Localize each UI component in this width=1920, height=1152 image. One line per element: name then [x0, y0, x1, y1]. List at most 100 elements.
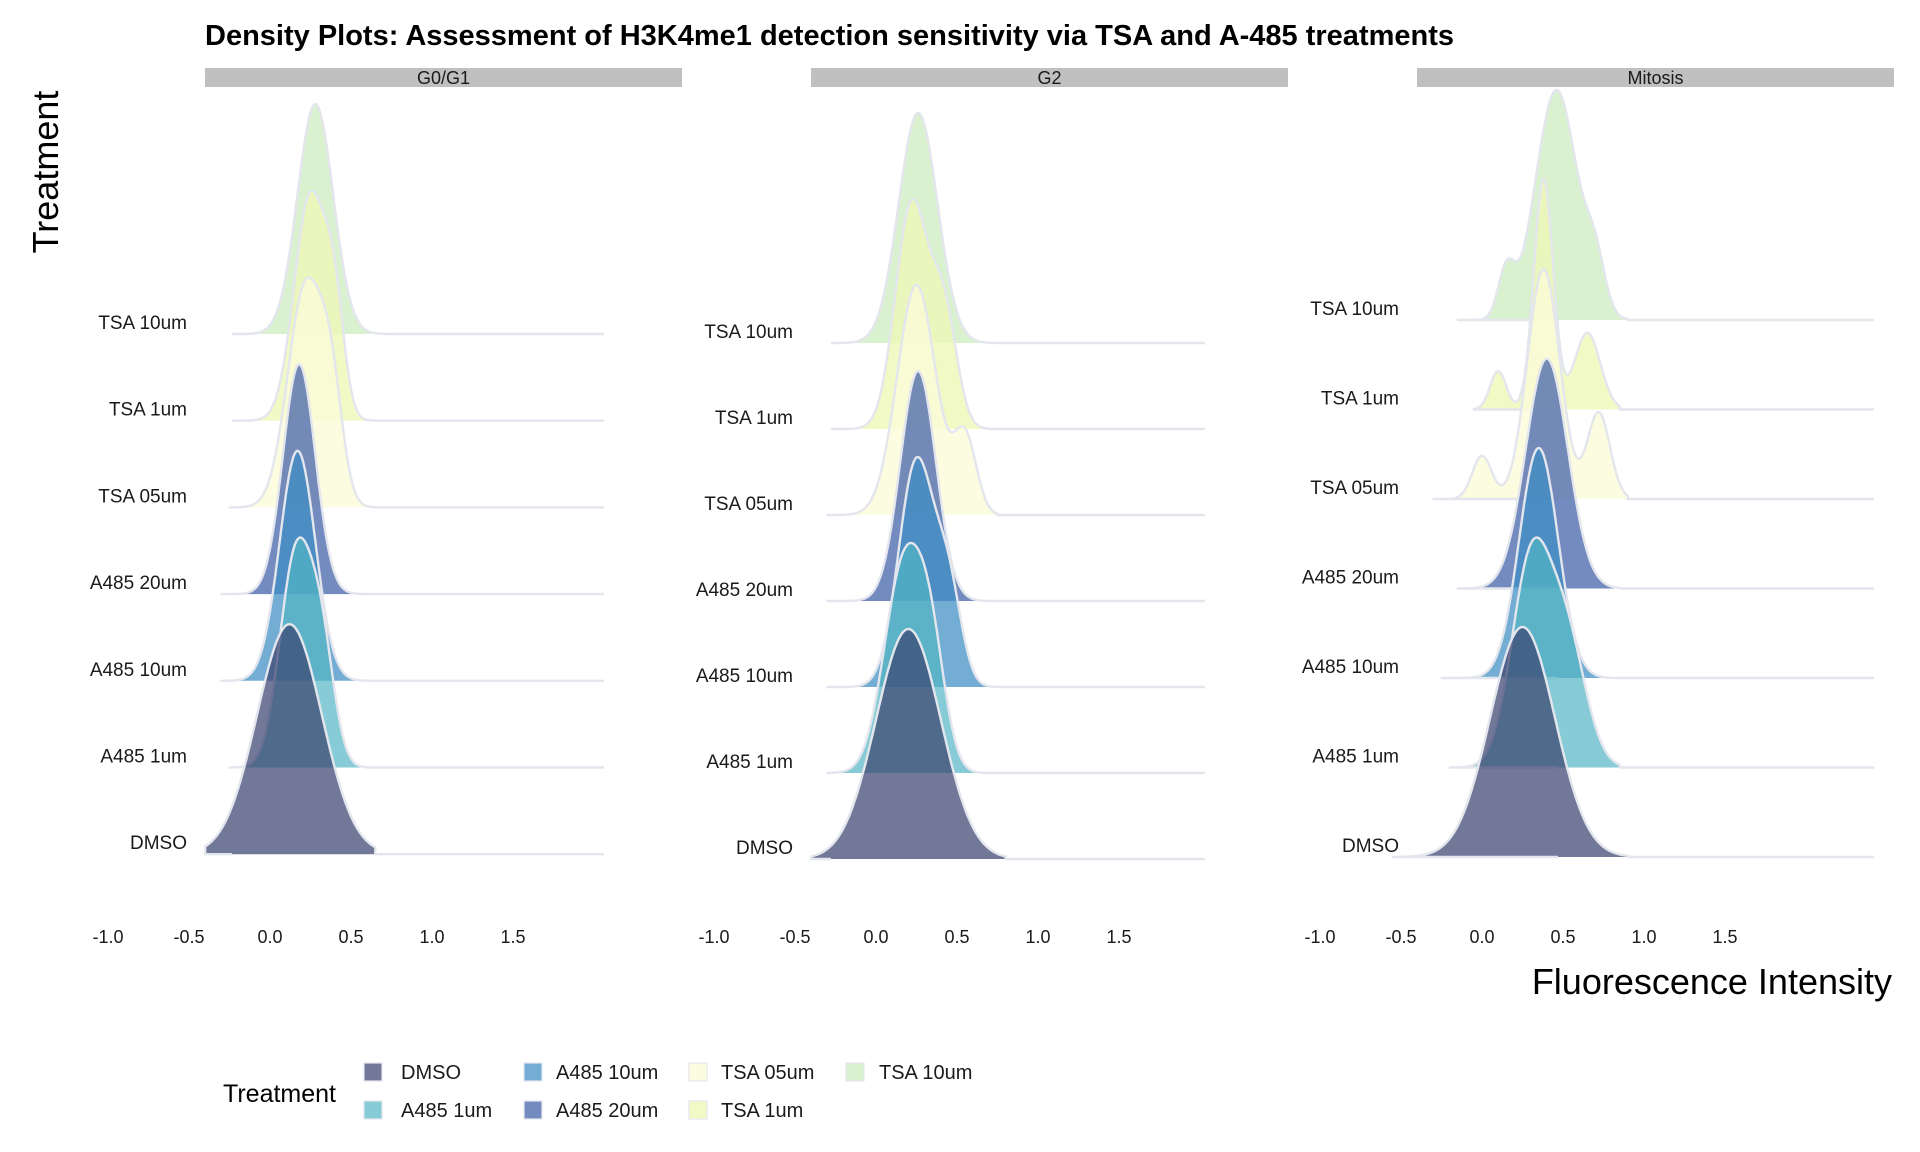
ridge-outline — [204, 623, 604, 856]
facet-strip — [205, 68, 682, 87]
y-tick-label-a485-10um: A485 10um — [696, 666, 793, 687]
ridge-tsa-10um — [1456, 88, 1874, 322]
ridge-fill — [1449, 537, 1874, 768]
x-axis-title: Fluorescence Intensity — [1532, 961, 1892, 1002]
ridge-fill — [205, 624, 604, 855]
facet-panel-g0-g1: G0/G1 -1.0 -0.5 0.0 0.5 1.0 1.5 DMSO A485 1um A48… — [90, 68, 682, 947]
facet-strip-label: G2 — [1037, 68, 1061, 88]
x-tick-label: 0.5 — [338, 927, 363, 947]
y-tick-label-a485-10um: A485 10um — [90, 660, 187, 681]
ridge-outline — [220, 449, 604, 682]
y-axis-title: Treatment — [25, 91, 66, 254]
legend-key-swatch — [523, 1100, 543, 1120]
y-tick-label-dmso: DMSO — [1342, 836, 1399, 857]
x-tick-label: 0.0 — [257, 927, 282, 947]
ridge-outline — [1432, 267, 1874, 501]
legend-title: Treatment — [223, 1080, 336, 1108]
ridge-tsa-1um — [1472, 178, 1874, 411]
ridge-fill — [1473, 179, 1874, 410]
legend-item-dmso: DMSO — [363, 1062, 461, 1084]
ridge-outline — [1440, 446, 1874, 680]
ridge-dmso — [1391, 625, 1874, 859]
ridge-outline — [232, 102, 604, 336]
legend: Treatment DMSO A485 1um A485 10um A485 20um… — [223, 1062, 972, 1122]
x-tick-label: -0.5 — [173, 927, 204, 947]
legend-key-swatch — [845, 1062, 865, 1082]
facet-strip-label: Mitosis — [1627, 68, 1683, 88]
legend-label: A485 10um — [556, 1062, 658, 1084]
ridge-outline — [232, 189, 604, 422]
ridge-outline — [1391, 625, 1874, 859]
y-tick-label-tsa-10um: TSA 10um — [1310, 299, 1399, 320]
facet-strip — [1417, 68, 1894, 87]
ridge-fill — [232, 104, 604, 334]
y-tick-label-dmso: DMSO — [130, 833, 187, 854]
y-tick-label-a485-10um: A485 10um — [1302, 657, 1399, 678]
ridge-dmso — [204, 623, 604, 856]
facet-panels: G0/G1 -1.0 -0.5 0.0 0.5 1.0 1.5 DMSO A485 1um A48… — [90, 68, 1894, 947]
legend-item-a485-1um: A485 1um — [363, 1100, 492, 1122]
x-tick-label: -1.0 — [1304, 927, 1335, 947]
legend-label: TSA 05um — [721, 1062, 814, 1084]
ridge-outline — [831, 197, 1205, 431]
legend-item-tsa-10um: TSA 10um — [845, 1062, 972, 1084]
ridge-fill — [831, 113, 1205, 343]
x-tick-label: -0.5 — [1385, 927, 1416, 947]
y-tick-label-tsa-05um: TSA 05um — [704, 494, 793, 515]
y-tick-label-tsa-1um: TSA 1um — [1321, 389, 1399, 410]
legend-item-a485-10um: A485 10um — [523, 1062, 658, 1084]
y-tick-label-tsa-1um: TSA 1um — [109, 400, 187, 421]
chart-title: Density Plots: Assessment of H3K4me1 det… — [205, 20, 1454, 52]
x-tick-label: 1.5 — [500, 927, 525, 947]
x-tick-label: 0.5 — [944, 927, 969, 947]
ridge-outline — [831, 111, 1205, 345]
ridge-outline — [228, 276, 604, 509]
ridge-outline — [1456, 357, 1874, 590]
ridge-outline — [1456, 88, 1874, 322]
y-tick-label-a485-1um: A485 1um — [706, 752, 793, 773]
legend-key-swatch — [688, 1062, 708, 1082]
ridge-fill — [229, 537, 604, 768]
ridge-outline — [826, 541, 1205, 775]
y-tick-label-a485-1um: A485 1um — [1312, 747, 1399, 768]
ridge-outline — [220, 362, 604, 596]
x-tick-label: 1.5 — [1712, 927, 1737, 947]
facet-panel-g2: G2 -1.0 -0.5 0.0 0.5 1.0 1.5 DMSO A485 1um A485 1… — [696, 68, 1288, 947]
legend-label: A485 20um — [556, 1100, 658, 1122]
ridge-tsa-10um — [232, 102, 604, 336]
x-tick-label: 1.0 — [419, 927, 444, 947]
ridge-fill — [229, 277, 604, 508]
legend-label: TSA 10um — [879, 1062, 972, 1084]
x-tick-label: -0.5 — [779, 927, 810, 947]
ridge-outline — [810, 627, 1205, 861]
y-tick-label-a485-20um: A485 20um — [1302, 568, 1399, 589]
y-tick-label-a485-20um: A485 20um — [90, 573, 187, 594]
facet-strip-label: G0/G1 — [417, 68, 470, 88]
y-tick-label-a485-20um: A485 20um — [696, 580, 793, 601]
legend-key-swatch — [523, 1062, 543, 1082]
facet-strip — [811, 68, 1288, 87]
ridge-fill — [1457, 90, 1874, 320]
x-tick-label: 1.0 — [1025, 927, 1050, 947]
ridge-outline — [826, 369, 1205, 603]
y-tick-label-tsa-05um: TSA 05um — [1310, 478, 1399, 499]
ridge-a485-20um — [220, 362, 604, 596]
ridge-outline — [1448, 536, 1874, 769]
x-tick-label: -1.0 — [92, 927, 123, 947]
ridge-fill — [1392, 627, 1874, 857]
ridge-tsa-05um — [228, 276, 604, 509]
ridge-fill — [811, 629, 1205, 859]
y-tick-label-tsa-05um: TSA 05um — [98, 486, 187, 507]
y-tick-label-a485-1um: A485 1um — [100, 747, 187, 768]
facet-panel-mitosis: Mitosis -1.0 -0.5 0.0 0.5 1.0 1.5 DMSO A485 1um A… — [1302, 68, 1894, 947]
ridge-fill — [221, 364, 604, 595]
ridge-outline — [826, 283, 1205, 517]
legend-item-tsa-05um: TSA 05um — [688, 1062, 814, 1084]
legend-key-swatch — [363, 1062, 383, 1082]
ridge-outline — [1472, 178, 1874, 411]
x-tick-label: 0.0 — [863, 927, 888, 947]
legend-item-a485-20um: A485 20um — [523, 1100, 658, 1122]
legend-label: DMSO — [401, 1062, 461, 1084]
x-tick-label: 0.0 — [1469, 927, 1494, 947]
